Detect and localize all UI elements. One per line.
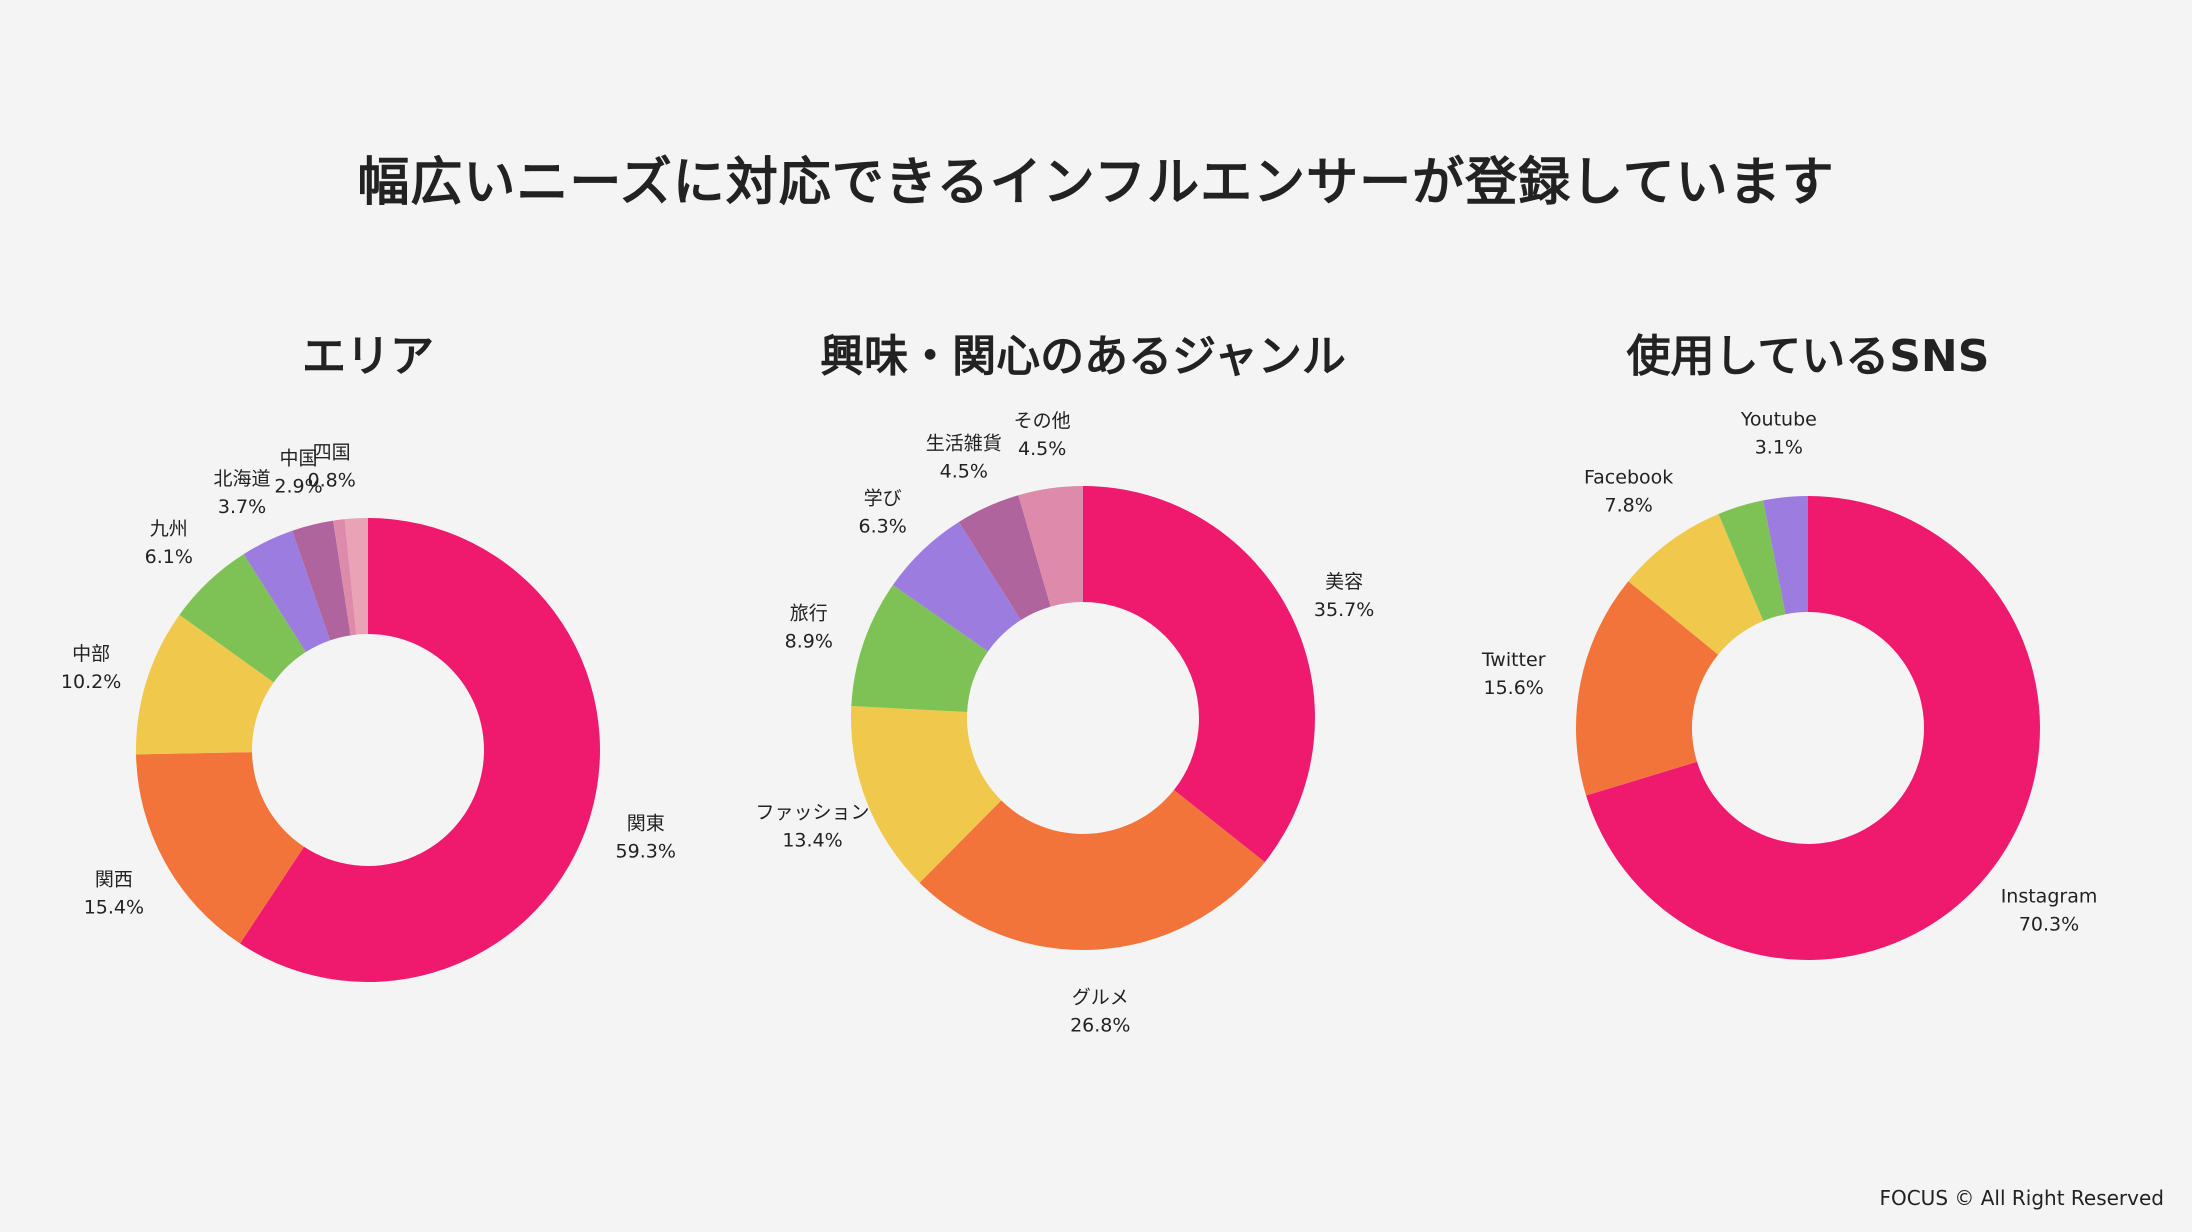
area-label-name: 中国	[280, 447, 318, 469]
genre-donut: 美容 35.7% グルメ 26.8% ファッション 13.4% 旅行 8.9% 学び 6.3% 生活…	[755, 410, 1374, 1037]
area-label-name: 関東	[627, 813, 665, 835]
genre-slice-その他	[1018, 486, 1083, 607]
page-title: 幅広いニーズに対応できるインフルエンサーが登録しています	[357, 153, 1835, 213]
area-slice-北海道	[243, 530, 331, 653]
sns-label-value: 70.3%	[2019, 914, 2079, 936]
genre-slice-美容	[1083, 486, 1315, 863]
genre-slice-生活雑貨	[958, 495, 1051, 621]
area-donut: 関東 59.3% 関西 15.4% 中部 10.2% 九州 6.1% 北海道 3.7% 中国 2.9%…	[61, 441, 676, 982]
genre-label-value: 35.7%	[1314, 599, 1374, 621]
genre-label-value: 13.4%	[782, 830, 842, 852]
sns-label-value: 3.1%	[1755, 436, 1803, 458]
genre-label-name: その他	[1014, 410, 1071, 432]
area-label-value: 6.1%	[145, 546, 193, 568]
genre-label-value: 4.5%	[1018, 438, 1066, 460]
genre-label-value: 6.3%	[859, 515, 907, 537]
sns-label-name: Twitter	[1481, 649, 1546, 671]
area-label-value: 2.9%	[274, 475, 322, 497]
genre-label-value: 8.9%	[785, 631, 833, 653]
genre-label-name: 学び	[864, 487, 902, 509]
genre-slice-ファッション	[851, 705, 1002, 883]
sns-donut: Instagram 70.3% Twitter 15.6% Facebook 7.8% Yo…	[1481, 408, 2098, 961]
sns-slice-Twitter	[1576, 581, 1719, 796]
area-label-name: 関西	[95, 869, 133, 891]
genre-label-name: 旅行	[790, 603, 828, 625]
area-label-value: 3.7%	[218, 496, 266, 518]
area-slice-九州	[179, 554, 306, 683]
sns-label-name: Youtube	[1740, 408, 1817, 430]
copyright-footer: FOCUS © All Right Reserved	[1879, 1186, 2164, 1210]
genre-label-name: グルメ	[1072, 986, 1129, 1008]
area-label-name: 北海道	[214, 468, 271, 490]
genre-label-name: ファッション	[755, 802, 869, 824]
sns-label-name: Instagram	[2001, 886, 2098, 908]
genre-label-value: 4.5%	[940, 461, 988, 483]
sns-slice-Youtube	[1763, 496, 1808, 615]
genre-label-name: 美容	[1325, 571, 1363, 593]
area-slice-四国	[333, 519, 357, 636]
area-slice-中部	[136, 614, 274, 755]
area-label-value: 15.4%	[84, 897, 144, 919]
sns-label-value: 15.6%	[1483, 677, 1543, 699]
genre-label-value: 26.8%	[1070, 1014, 1130, 1036]
area-slice-中国	[292, 520, 351, 641]
sns-label-name: Facebook	[1584, 467, 1673, 489]
genre-label-name: 生活雑貨	[926, 433, 1002, 455]
area-slice-関西	[136, 752, 305, 944]
sns-slice-Instagram	[1586, 496, 2040, 961]
area-label-value: 0.8%	[308, 469, 356, 491]
area-label-name: 九州	[150, 518, 188, 540]
genre-chart-title: 興味・関心のあるジャンル	[820, 331, 1346, 382]
sns-label-value: 7.8%	[1604, 495, 1652, 517]
sns-chart-title: 使用しているSNS	[1626, 331, 1990, 382]
area-slice-関東	[240, 518, 600, 982]
genre-slice-旅行	[851, 585, 988, 712]
genre-slice-学び	[892, 522, 1021, 652]
genre-slice-グルメ	[919, 790, 1265, 951]
area-label-name: 四国	[313, 441, 351, 463]
area-label-value: 59.3%	[616, 841, 676, 863]
area-chart-title: エリア	[302, 331, 434, 382]
sns-slice-segment-3	[1718, 500, 1786, 621]
area-label-value: 10.2%	[61, 671, 121, 693]
area-slice-segment-7	[344, 518, 368, 635]
sns-slice-Facebook	[1628, 513, 1764, 655]
area-label-name: 中部	[72, 643, 110, 665]
